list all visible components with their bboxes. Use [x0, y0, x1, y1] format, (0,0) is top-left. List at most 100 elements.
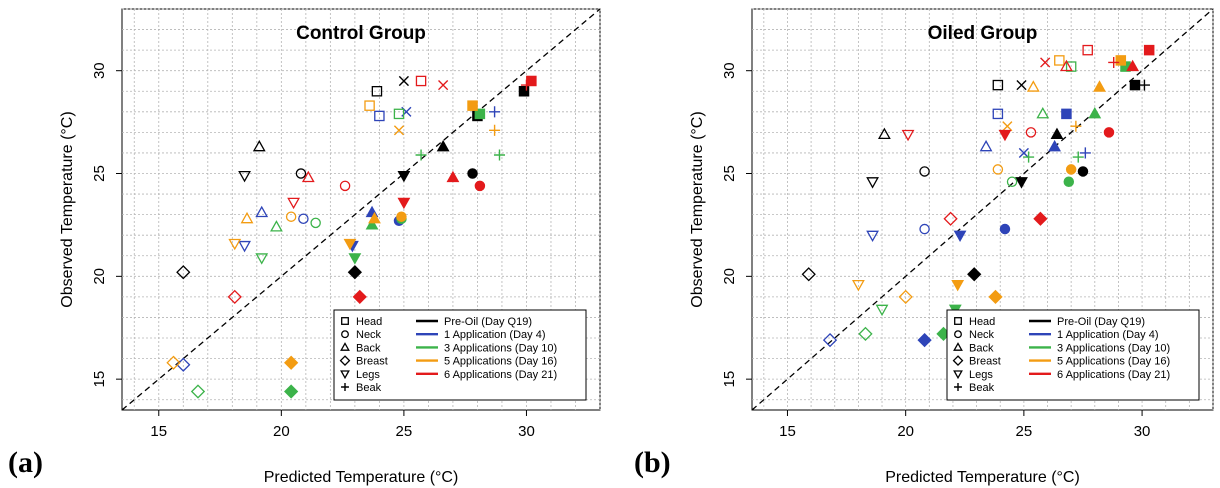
data-point-diamond	[227, 289, 242, 305]
data-point-diamond	[166, 355, 181, 370]
legend-head-icon	[954, 317, 962, 325]
data-point-triangle-down	[851, 279, 865, 292]
data-point-diamond	[801, 267, 816, 282]
x-tick-label: 15	[779, 423, 796, 440]
chart-title: Oiled Group	[928, 23, 1038, 44]
data-point-triangle-up	[436, 139, 450, 152]
data-point-diamond	[943, 211, 958, 226]
legend-label-1-application-day-4: 1 Application (Day 4)	[444, 329, 546, 341]
data-point-triangle-up	[1050, 127, 1064, 140]
legend-back-icon	[953, 342, 963, 351]
y-tick-label: 25	[721, 165, 738, 182]
data-point-square	[364, 100, 375, 111]
data-point-triangle-up	[1093, 80, 1106, 92]
data-point-circle	[992, 164, 1004, 175]
data-point-triangle-down	[343, 238, 357, 251]
data-point-diamond	[967, 267, 982, 282]
legend-label-neck: Neck	[969, 329, 995, 341]
legend-box	[333, 309, 587, 401]
data-point-triangle-down	[953, 230, 967, 243]
data-point-triangle-down	[238, 240, 251, 253]
data-point-plus	[1108, 56, 1120, 68]
legend-beak-icon	[954, 383, 962, 391]
data-point-plus	[1072, 151, 1084, 163]
y-tick-label: 20	[721, 268, 738, 285]
data-point-plus	[493, 149, 506, 161]
data-point-circle	[339, 180, 351, 192]
data-point-square	[992, 79, 1004, 91]
data-point-triangle-up	[368, 211, 381, 224]
legend-label-beak: Beak	[969, 382, 995, 394]
data-point-triangle-up	[446, 170, 460, 183]
data-point-triangle-up	[240, 211, 254, 224]
data-point-square	[393, 108, 405, 120]
legend-head-icon	[341, 317, 349, 325]
data-point-square	[526, 75, 537, 87]
data-point-triangle-down	[1015, 177, 1028, 189]
data-point-triangle-down	[866, 230, 879, 243]
data-point-triangle-up	[301, 170, 315, 183]
data-point-triangle-up	[1060, 59, 1073, 72]
data-point-triangle-down	[397, 197, 411, 210]
data-point-circle	[1063, 176, 1075, 187]
legend-label-back: Back	[356, 342, 381, 354]
data-point-square	[374, 110, 385, 122]
data-point-circle	[919, 166, 930, 177]
data-point-square	[1061, 108, 1072, 120]
legend-legs-icon	[953, 370, 963, 380]
data-point-cross	[1016, 79, 1027, 91]
axis-ticks: 15 20 25 30 15 20 25 30	[91, 62, 535, 440]
identity-reference-line	[121, 8, 601, 411]
data-point-triangle-down	[255, 253, 269, 265]
legend-label-1-application-day-4: 1 Application (Day 4)	[1057, 329, 1159, 341]
legend-label-6-applications-day-21: 6 Applications (Day 21)	[444, 369, 557, 381]
data-point-circle	[1025, 127, 1037, 138]
data-point-square	[474, 108, 486, 120]
data-point-triangle-down	[875, 304, 889, 317]
legend-neck-icon	[341, 330, 349, 339]
data-point-triangle-up	[1036, 107, 1050, 119]
data-point-triangle-up	[1088, 107, 1102, 119]
legend-beak-icon	[341, 383, 349, 391]
grid-lines	[122, 8, 601, 410]
x-tick-label: 25	[1016, 423, 1033, 440]
data-points	[801, 44, 1155, 348]
data-point-cross	[393, 125, 405, 136]
data-point-plus	[1070, 120, 1082, 132]
identity-reference-line	[751, 8, 1214, 411]
data-point-triangle-up	[1026, 80, 1040, 92]
legend-label-back: Back	[969, 342, 994, 354]
legend-label-head: Head	[969, 316, 995, 328]
data-point-triangle-down	[397, 171, 411, 183]
legend-box	[946, 309, 1200, 401]
data-point-square	[1082, 44, 1093, 56]
y-tick-label: 25	[91, 165, 108, 182]
legend-breast-icon	[952, 355, 964, 366]
data-point-circle	[310, 217, 321, 229]
data-point-diamond	[190, 384, 206, 399]
data-point-circle	[295, 168, 307, 179]
data-point-plus	[489, 106, 501, 118]
data-point-diamond	[347, 265, 363, 280]
data-point-circle	[1006, 176, 1018, 187]
legend-label-5-applications-day-16: 5 Applications (Day 16)	[1057, 356, 1170, 368]
y-tick-label: 20	[91, 268, 108, 285]
data-point-triangle-up	[365, 218, 379, 230]
data-point-square	[518, 86, 530, 97]
legend-back-icon	[340, 342, 350, 351]
data-point-triangle-up	[1048, 139, 1062, 152]
data-point-plus	[1079, 147, 1091, 159]
chart-title: Control Group	[296, 23, 426, 44]
data-point-triangle-up	[877, 127, 891, 140]
legend-label-6-applications-day-21: 6 Applications (Day 21)	[1057, 369, 1170, 381]
panel-label-a: (a)	[8, 446, 43, 479]
data-point-cross	[1018, 147, 1029, 159]
data-point-cross	[1002, 121, 1013, 132]
legend-label-neck: Neck	[356, 329, 382, 341]
data-point-circle	[919, 223, 930, 235]
data-point-square	[415, 75, 427, 87]
x-tick-label: 20	[897, 423, 914, 440]
data-point-plus	[1138, 79, 1150, 91]
